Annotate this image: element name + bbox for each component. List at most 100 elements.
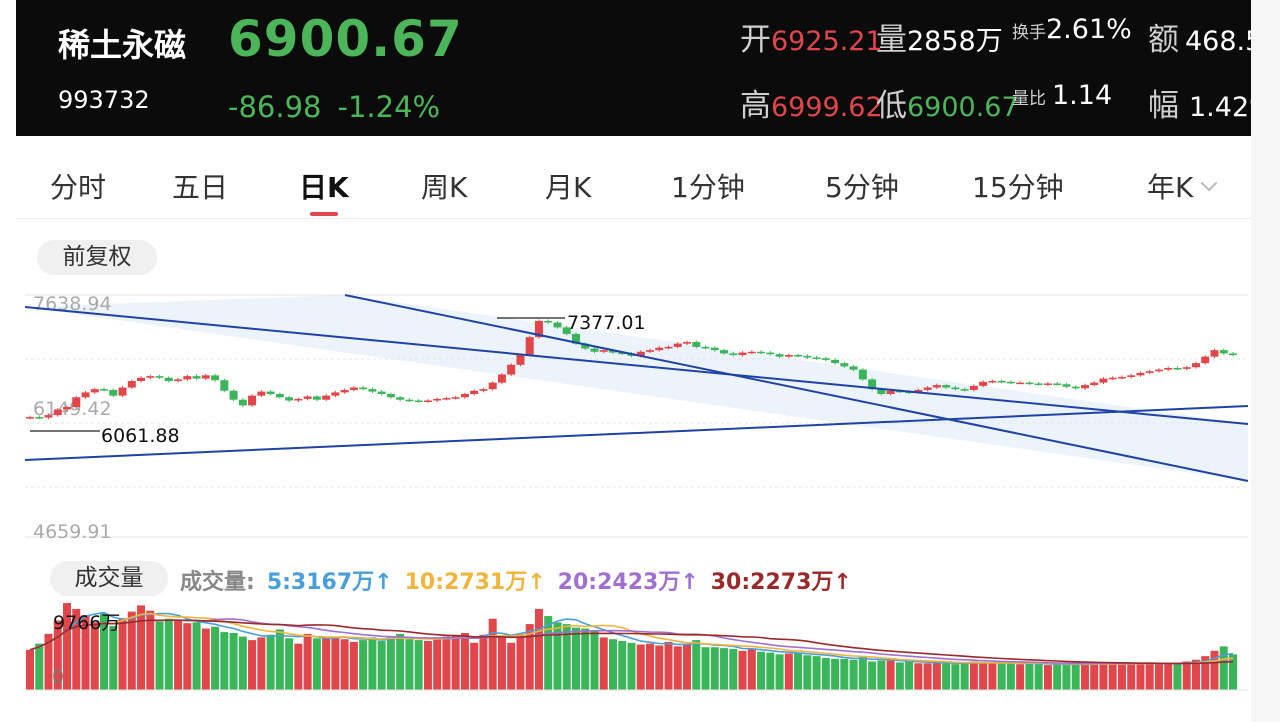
volume-indicator-button[interactable]: 成交量 <box>50 561 168 596</box>
candle-body <box>914 389 923 393</box>
volume-bar <box>507 642 516 690</box>
candle-body <box>1034 383 1043 385</box>
volume-bar <box>1062 665 1071 690</box>
candle-body <box>877 389 886 395</box>
volume-bar <box>618 641 627 690</box>
volume-bar <box>673 646 682 690</box>
candle-body <box>858 369 867 380</box>
candle-body <box>997 381 1006 383</box>
volume-bar <box>923 663 932 690</box>
candle-body <box>1173 368 1182 370</box>
volume-bar <box>997 663 1006 690</box>
volume-bar <box>1090 663 1099 690</box>
volume-bar <box>377 641 386 690</box>
candle-body <box>1006 381 1015 384</box>
adjust-button[interactable]: 前复权 <box>37 240 157 275</box>
volume-bar <box>340 639 349 690</box>
volume-bar <box>1108 664 1117 690</box>
tab-5-minute[interactable]: 5分钟 <box>825 171 899 204</box>
candle-body <box>118 387 127 396</box>
candle-body <box>479 389 488 391</box>
tab-five-day[interactable]: 五日 <box>172 171 229 204</box>
candle-body <box>988 381 997 383</box>
volume-bar <box>53 620 62 690</box>
candle-body <box>812 357 821 359</box>
candle-body <box>803 355 812 358</box>
last-price: 6900.67 <box>228 10 463 68</box>
volume-bar <box>127 611 136 690</box>
tab-intraday[interactable]: 分时 <box>50 171 107 204</box>
candle-body <box>155 376 164 378</box>
candle-body <box>275 394 284 398</box>
volume-bar <box>960 663 969 690</box>
tab-monthly-k[interactable]: 月K <box>545 171 592 204</box>
candle-body <box>923 387 932 390</box>
volume-chart[interactable]: 9766万 0 <box>0 595 1251 695</box>
candle-body <box>63 407 72 410</box>
volume-bar <box>285 638 294 690</box>
tab-weekly-k[interactable]: 周K <box>421 171 468 204</box>
candle-body <box>794 355 803 357</box>
volume-bar <box>664 641 673 690</box>
volume-bar <box>1043 665 1052 690</box>
volume-bar <box>692 640 701 690</box>
volume-bar <box>497 637 506 690</box>
candle-body <box>942 385 951 388</box>
ma20-label: 20:2423万↑ <box>557 570 699 595</box>
volume-bar <box>858 657 867 690</box>
volume-bar <box>312 638 321 690</box>
tab-1-minute[interactable]: 1分钟 <box>671 171 745 204</box>
volume-bar <box>979 662 988 690</box>
candle-body <box>683 342 692 344</box>
volume-bar <box>137 605 146 690</box>
tab-15-minute[interactable]: 15分钟 <box>972 171 1064 204</box>
candle-body <box>1043 383 1052 385</box>
candle-body <box>322 395 331 400</box>
volume-bar <box>35 643 44 690</box>
volume-bar <box>534 608 543 690</box>
volume-bar <box>229 632 238 690</box>
volume-bar <box>877 660 886 690</box>
index-code: 993732 <box>58 86 150 114</box>
volume-bar <box>840 658 849 690</box>
candle-body <box>137 377 146 382</box>
volume-bar <box>655 645 664 690</box>
support-line <box>24 405 1249 461</box>
volume-bar <box>488 618 497 690</box>
y-tick-label: 4659.91 <box>33 521 112 543</box>
candle-body <box>886 390 895 395</box>
candle-body <box>599 350 608 352</box>
volume-bar <box>729 649 738 690</box>
volume-bar <box>757 651 766 690</box>
change-percent: -1.24% <box>337 90 441 124</box>
volume-bar <box>886 660 895 690</box>
candle-body <box>359 387 368 390</box>
candle-body <box>720 350 729 354</box>
candle-body <box>460 394 469 398</box>
tab-yearly-k[interactable]: 年K <box>1147 166 1218 206</box>
volume-bar <box>423 641 432 690</box>
candle-body <box>183 376 192 380</box>
stat-low: 低6900.67 <box>876 88 1019 124</box>
tab-daily-k[interactable]: 日K <box>299 171 349 204</box>
volume-bar <box>516 633 525 690</box>
volume-bar <box>100 613 109 690</box>
volume-bar <box>1182 661 1191 690</box>
candle-body <box>1090 382 1099 386</box>
candle-body <box>211 375 220 381</box>
stat-turnover: 换手2.61% <box>1012 14 1132 45</box>
volume-bar <box>1210 650 1219 690</box>
candle-body <box>516 355 525 365</box>
volume-max-label: 9766万 <box>53 612 120 634</box>
candle-body <box>285 397 294 401</box>
candle-body <box>294 398 303 401</box>
candle-body <box>90 389 99 393</box>
volume-bar <box>211 626 220 690</box>
volume-bar <box>386 636 395 690</box>
volume-bar <box>1154 663 1163 690</box>
edge-strip <box>1251 0 1280 722</box>
candle-body <box>266 391 275 395</box>
volume-bar <box>1164 664 1173 690</box>
